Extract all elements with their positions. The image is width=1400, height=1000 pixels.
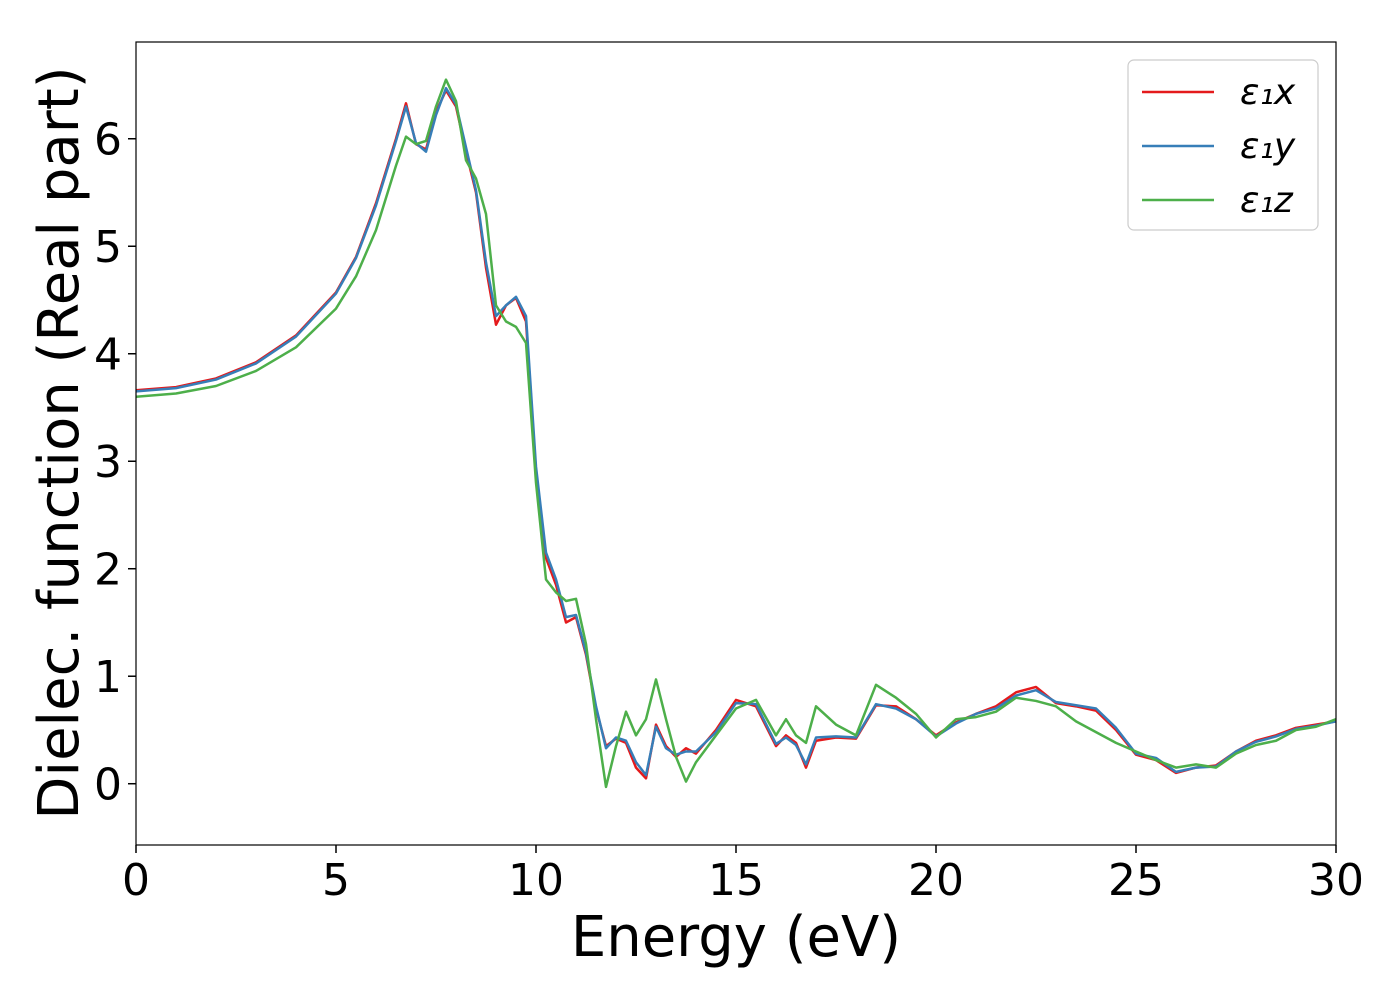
y-tick-label: 5 [94,222,122,273]
legend-label: ε₁y [1240,126,1296,167]
y-tick-label: 6 [94,115,122,166]
data-line [136,78,1336,789]
x-tick-label: 20 [908,855,964,906]
x-tick-label: 10 [508,855,564,906]
legend-label: ε₁z [1240,180,1294,221]
x-tick-label: 25 [1108,855,1164,906]
y-tick-label: 2 [94,545,122,596]
legend-box [1127,59,1319,231]
legend-label: ε₁x [1240,72,1296,113]
x-tick-label: 15 [708,855,764,906]
x-axis-label: Energy (eV) [571,905,901,970]
x-tick-label: 30 [1308,855,1364,906]
plot-frame [135,41,1337,846]
x-tick-label: 0 [122,855,150,906]
y-tick-label: 0 [94,760,122,811]
y-tick-label: 3 [94,437,122,488]
y-tick-label: 1 [94,652,122,703]
x-tick-label: 5 [322,855,350,906]
y-axis-label: Dielec. function (Real part) [27,66,92,819]
y-tick-label: 4 [94,330,122,381]
